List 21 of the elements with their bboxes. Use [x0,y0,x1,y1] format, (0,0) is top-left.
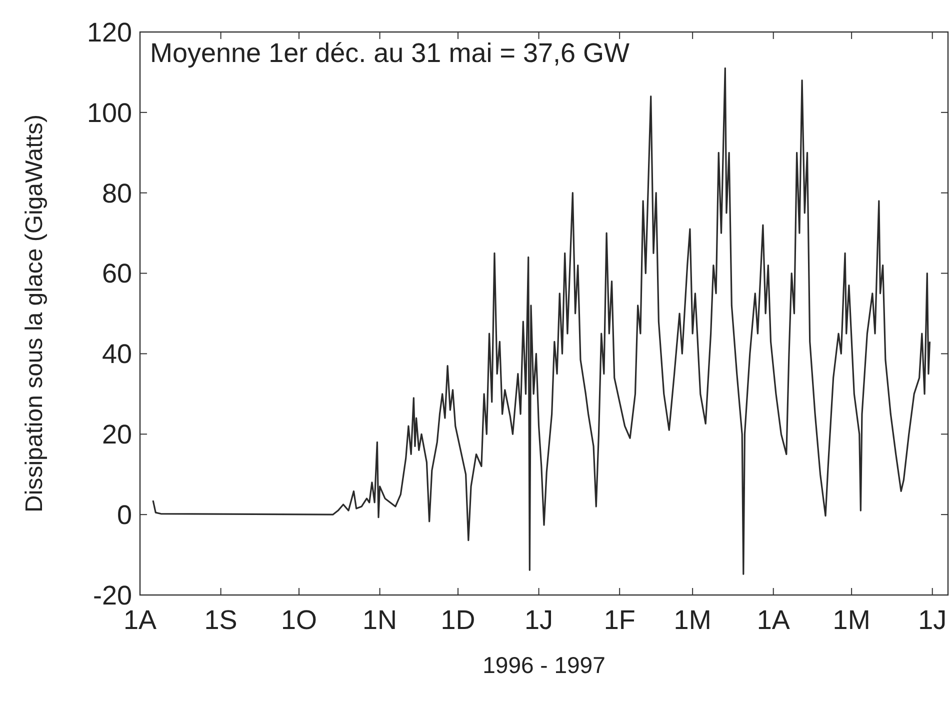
x-tick-label: 1J [524,605,554,635]
x-axis-title: 1996 - 1997 [482,652,606,678]
annotation: Moyenne 1er déc. au 31 mai = 37,6 GW [150,38,630,68]
y-tick-label: 0 [116,500,132,530]
y-tick-label: 40 [102,339,132,370]
x-tick-label: 1N [362,605,398,635]
x-tick-label: 1O [280,605,318,635]
y-tick-label: 120 [86,17,132,48]
x-tick-label: 1J [918,605,947,635]
x-tick-label: 1A [756,605,790,635]
y-tick-label: 100 [86,98,132,128]
y-tick-label: 20 [102,420,132,450]
x-tick-label: 1S [204,605,238,635]
x-tick-label: 1D [440,605,476,635]
x-tick-label: 1M [832,605,870,635]
y-tick-label: 60 [102,258,132,289]
x-tick-label: 1F [604,605,636,635]
line-series [152,67,931,575]
y-tick-label: 80 [102,178,132,208]
y-axis-title: Dissipation sous la glace (GigaWatts) [21,114,48,512]
x-tick-label: 1M [674,605,712,635]
